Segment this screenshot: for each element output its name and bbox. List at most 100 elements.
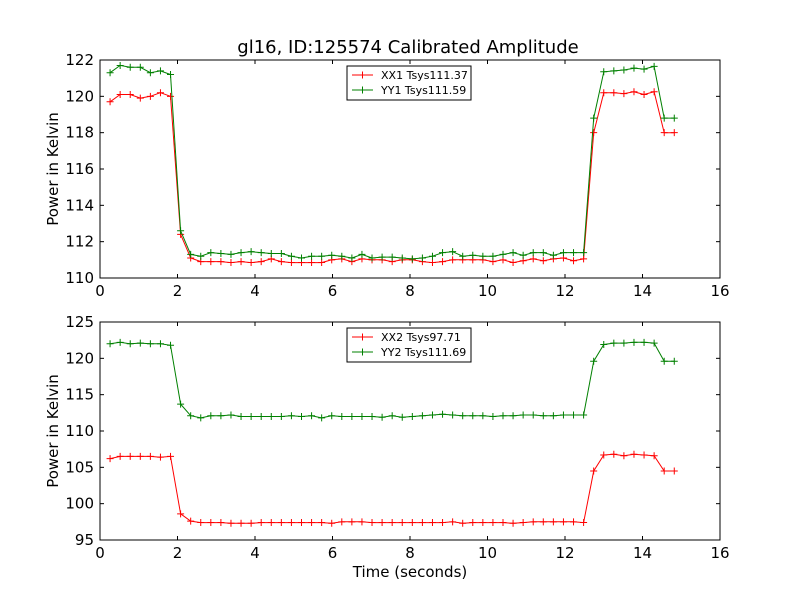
- data-point: [549, 412, 557, 420]
- data-point: [277, 412, 285, 420]
- x-tick-label: 8: [405, 544, 415, 562]
- data-point: [590, 114, 598, 122]
- legend-top: XX1 Tsys111.37 YY1 Tsys111.59: [346, 65, 472, 101]
- data-point: [539, 249, 547, 257]
- data-point: [167, 71, 175, 79]
- data-point: [368, 412, 376, 420]
- legend-box: [346, 65, 472, 101]
- x-tick-label: 2: [173, 282, 183, 300]
- data-point: [187, 412, 195, 420]
- data-point: [146, 452, 154, 460]
- data-point: [670, 129, 678, 137]
- data-point: [287, 519, 295, 527]
- data-point: [670, 467, 678, 475]
- data-point: [318, 519, 326, 527]
- data-point: [167, 341, 175, 349]
- data-point: [136, 63, 144, 71]
- data-point: [600, 451, 608, 459]
- data-point: [580, 519, 588, 527]
- x-tick-label: 12: [555, 282, 574, 300]
- data-point: [428, 411, 436, 419]
- data-point: [368, 519, 376, 527]
- data-point: [539, 518, 547, 526]
- data-point: [156, 340, 164, 348]
- data-point: [459, 252, 467, 260]
- data-point: [580, 249, 588, 257]
- data-point: [499, 250, 507, 258]
- data-point: [338, 412, 346, 420]
- legend-entry: YY1 Tsys111.59: [380, 84, 466, 97]
- data-point: [207, 249, 215, 257]
- data-point: [509, 259, 517, 267]
- legend-entry: XX2 Tsys97.71: [381, 331, 461, 344]
- data-point: [449, 518, 457, 526]
- data-point: [237, 519, 245, 527]
- y-tick-label: 122: [65, 51, 94, 69]
- data-point: [298, 412, 305, 420]
- legend-box: [346, 327, 472, 363]
- data-point: [167, 452, 175, 460]
- data-point: [136, 339, 144, 347]
- data-point: [358, 412, 366, 420]
- data-point: [237, 258, 245, 266]
- data-point: [116, 452, 124, 460]
- data-point: [227, 519, 235, 527]
- data-point: [660, 114, 668, 122]
- data-point: [469, 519, 477, 527]
- data-point: [106, 69, 114, 77]
- legend-marker: [359, 71, 366, 79]
- data-point: [177, 227, 185, 235]
- data-point: [670, 114, 678, 122]
- data-point: [539, 257, 547, 265]
- legend-entry: XX1 Tsys111.37: [381, 69, 468, 82]
- data-point: [187, 517, 195, 525]
- x-tick-label: 12: [555, 544, 574, 562]
- data-point: [600, 89, 608, 97]
- data-point: [388, 253, 396, 261]
- y-tick-label: 110: [65, 422, 94, 440]
- data-point: [298, 254, 305, 262]
- y-tick-label: 125: [65, 313, 94, 331]
- data-point: [408, 519, 416, 527]
- data-point: [610, 450, 618, 458]
- data-point: [559, 518, 567, 526]
- legend-bottom: XX2 Tsys97.71 YY2 Tsys111.69: [346, 327, 472, 363]
- data-point: [177, 510, 185, 518]
- y-tick-label: 116: [65, 160, 94, 178]
- data-point: [227, 250, 235, 258]
- data-point: [398, 254, 406, 262]
- x-tick-label: 10: [478, 544, 497, 562]
- data-point: [590, 467, 598, 475]
- data-point: [368, 254, 376, 262]
- data-point: [610, 339, 618, 347]
- y-tick-label: 112: [65, 233, 94, 251]
- data-point: [146, 92, 154, 100]
- y-tick-label: 105: [65, 458, 94, 476]
- data-point: [529, 518, 537, 526]
- data-point: [670, 357, 678, 365]
- data-point: [630, 450, 638, 458]
- data-point: [237, 412, 245, 420]
- data-point: [630, 64, 638, 72]
- data-point: [620, 452, 628, 460]
- x-tick-label: 14: [633, 544, 652, 562]
- y-tick-label: 95: [75, 531, 94, 549]
- data-point: [549, 251, 557, 259]
- y-tick-label: 115: [65, 386, 94, 404]
- data-point: [308, 519, 316, 527]
- data-point: [106, 455, 114, 463]
- data-point: [489, 519, 497, 527]
- data-point: [388, 519, 396, 527]
- data-point: [328, 251, 336, 259]
- x-tick-label: 14: [633, 282, 652, 300]
- y-tick-label: 110: [65, 269, 94, 287]
- data-point: [610, 67, 618, 75]
- x-tick-label: 8: [405, 282, 415, 300]
- data-point: [318, 252, 326, 260]
- legend-marker: [359, 348, 366, 356]
- data-point: [287, 252, 295, 260]
- data-point: [126, 63, 134, 71]
- x-tick-label: 4: [250, 282, 260, 300]
- data-point: [439, 519, 447, 527]
